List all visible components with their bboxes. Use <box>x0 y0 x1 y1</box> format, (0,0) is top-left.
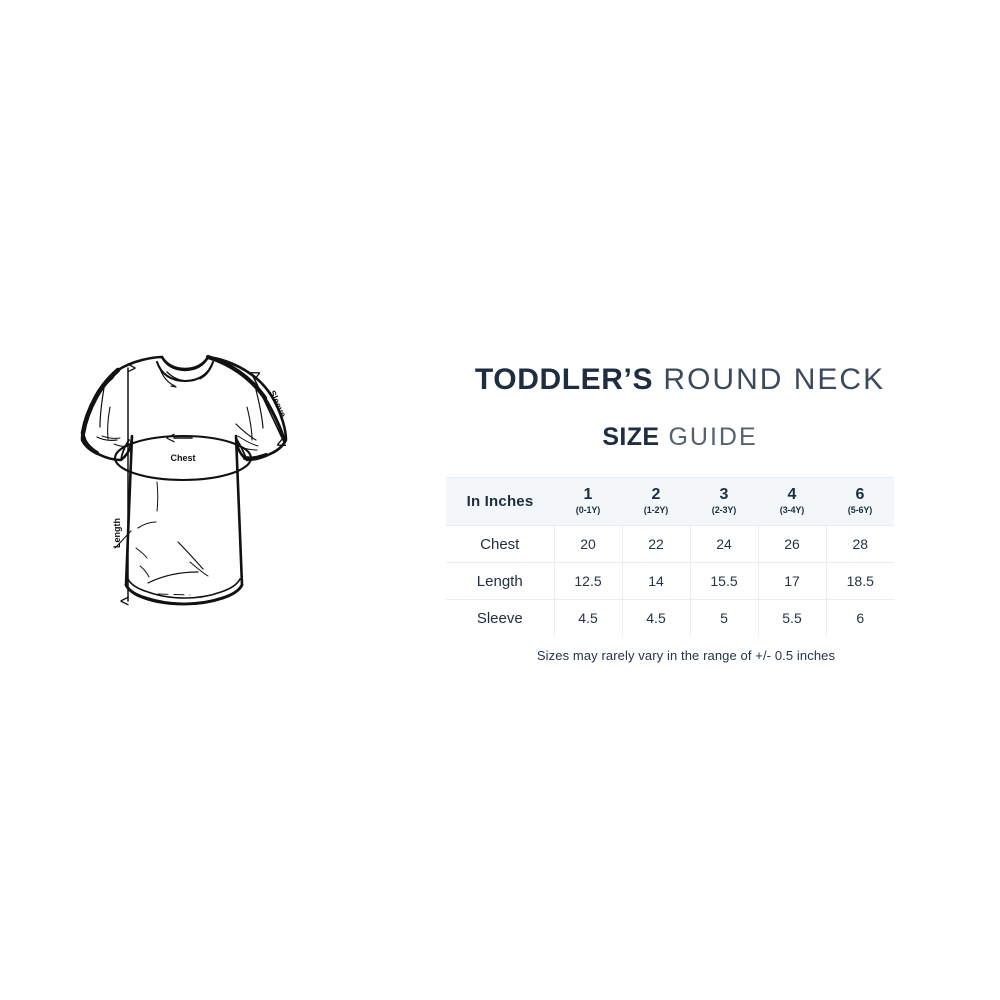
cell-length-4: 17 <box>757 562 827 600</box>
page-subtitle: SIZE GUIDE <box>430 425 930 453</box>
cell-chest-1: 20 <box>553 525 623 563</box>
chest-label: Chest <box>170 453 195 463</box>
sleeve-measure-line <box>253 376 284 442</box>
length-label: Length <box>112 518 122 548</box>
cell-chest-6: 28 <box>825 525 894 563</box>
tshirt-diagram-svg: Chest Length Sleeve <box>80 354 288 642</box>
size-number: 1 <box>583 486 593 504</box>
page-title: TODDLER’S ROUND NECK <box>430 365 930 399</box>
cell-length-2: 14 <box>621 562 691 600</box>
size-number: 4 <box>787 486 797 504</box>
table-header: In Inches 1 (0-1Y) 2 (1-2Y) 3 (2-3Y) <box>446 477 894 526</box>
header-in-inches: In Inches <box>446 477 554 526</box>
size-age-range: (3-4Y) <box>779 505 805 515</box>
size-chart-table: In Inches 1 (0-1Y) 2 (1-2Y) 3 (2-3Y) <box>446 477 894 636</box>
table-row: Chest 20 22 24 26 28 <box>446 525 894 563</box>
subtitle-strong: SIZE <box>602 423 660 451</box>
cell-sleeve-3: 5 <box>689 599 759 636</box>
chest-measure-ellipse <box>113 434 253 482</box>
size-age-range: (5-6Y) <box>847 505 873 515</box>
header-size-col-3: 3 (2-3Y) <box>690 477 758 526</box>
size-age-range: (2-3Y) <box>711 505 737 515</box>
table-header-row: In Inches 1 (0-1Y) 2 (1-2Y) 3 (2-3Y) <box>446 477 894 526</box>
cell-chest-4: 26 <box>757 525 827 563</box>
size-number: 6 <box>855 486 865 504</box>
table-row: Sleeve 4.5 4.5 5 5.5 6 <box>446 599 894 636</box>
cell-sleeve-4: 5.5 <box>757 599 827 636</box>
header-size-col-4: 4 (3-4Y) <box>758 477 826 526</box>
cell-sleeve-6: 6 <box>825 599 894 636</box>
cell-sleeve-1: 4.5 <box>553 599 623 636</box>
header-size-col-1: 1 (0-1Y) <box>554 477 622 526</box>
header-size-col-5: 6 (5-6Y) <box>826 477 894 526</box>
row-label-sleeve: Sleeve <box>446 599 555 636</box>
size-table-container: In Inches 1 (0-1Y) 2 (1-2Y) 3 (2-3Y) <box>446 477 894 663</box>
cell-chest-3: 24 <box>689 525 759 563</box>
title-light: ROUND NECK <box>653 363 886 396</box>
row-label-chest: Chest <box>446 525 555 563</box>
tshirt-outline <box>80 354 288 604</box>
subtitle-light: GUIDE <box>659 423 758 451</box>
cell-sleeve-2: 4.5 <box>621 599 691 636</box>
table-body: Chest 20 22 24 26 28 Length 12.5 14 15.5… <box>446 525 894 636</box>
table-row: Length 12.5 14 15.5 17 18.5 <box>446 562 894 600</box>
header-size-col-2: 2 (1-2Y) <box>622 477 690 526</box>
size-variance-note: Sizes may rarely vary in the range of +/… <box>536 648 836 663</box>
cell-length-3: 15.5 <box>689 562 759 600</box>
cell-length-6: 18.5 <box>825 562 894 600</box>
size-age-range: (0-1Y) <box>575 505 601 515</box>
size-number: 2 <box>651 486 661 504</box>
cell-chest-2: 22 <box>621 525 691 563</box>
tshirt-illustration: Chest Length Sleeve <box>40 352 330 642</box>
title-strong: TODDLER’S <box>474 363 654 396</box>
size-guide-panel: TODDLER’S ROUND NECK SIZE GUIDE In Inche… <box>430 365 930 663</box>
size-age-range: (1-2Y) <box>643 505 669 515</box>
row-label-length: Length <box>446 562 555 600</box>
cell-length-1: 12.5 <box>553 562 623 600</box>
size-number: 3 <box>719 486 729 504</box>
